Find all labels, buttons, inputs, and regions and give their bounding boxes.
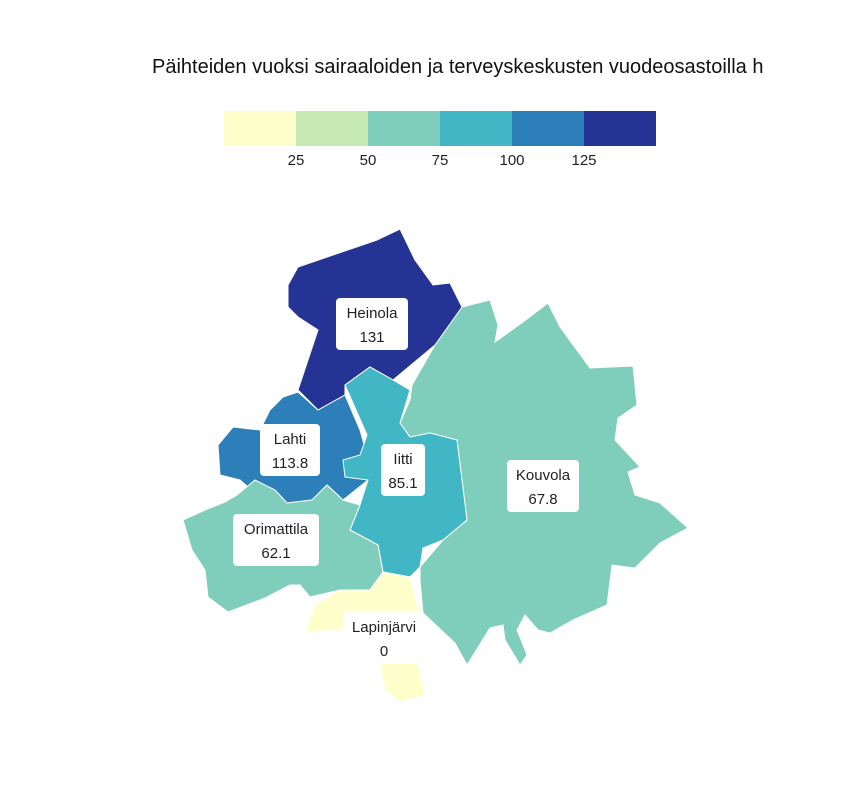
legend-swatch bbox=[296, 111, 368, 146]
legend-swatch bbox=[368, 111, 440, 146]
region-value: 0 bbox=[380, 643, 388, 660]
legend-swatch bbox=[512, 111, 584, 146]
legend-tick-label: 75 bbox=[431, 152, 449, 169]
label-box bbox=[381, 444, 425, 496]
region-name: Iitti bbox=[393, 451, 412, 468]
region-name: Lahti bbox=[274, 431, 307, 448]
region-label-kouvola: Kouvola 67.8 bbox=[507, 460, 579, 512]
region-name: Orimattila bbox=[244, 521, 309, 538]
label-box bbox=[233, 514, 319, 566]
color-legend: 25 50 75 100 125 bbox=[224, 111, 656, 170]
map-title: Päihteiden vuoksi sairaaloiden ja tervey… bbox=[152, 56, 764, 78]
legend-swatch bbox=[584, 111, 656, 146]
region-label-lahti: Lahti 113.8 bbox=[260, 424, 320, 476]
region-name: Heinola bbox=[347, 305, 399, 322]
label-box bbox=[343, 612, 425, 664]
region-value: 113.8 bbox=[272, 455, 308, 472]
region-value: 131 bbox=[359, 329, 384, 346]
legend-tick-label: 25 bbox=[287, 152, 305, 169]
legend-tick-label: 50 bbox=[359, 152, 377, 169]
region-label-iitti: Iitti 85.1 bbox=[381, 444, 425, 496]
legend-swatch bbox=[224, 111, 296, 146]
region-label-lapinjarvi: Lapinjärvi 0 bbox=[343, 612, 425, 664]
legend-swatch bbox=[440, 111, 512, 146]
region-label-heinola: Heinola 131 bbox=[336, 298, 408, 350]
legend-tick-label: 100 bbox=[499, 152, 525, 169]
label-box bbox=[507, 460, 579, 512]
region-name: Kouvola bbox=[516, 467, 571, 484]
label-box bbox=[336, 298, 408, 350]
legend-bar bbox=[224, 111, 656, 146]
legend-tick-label: 125 bbox=[571, 152, 597, 169]
legend-ticks: 25 50 75 100 125 bbox=[224, 146, 656, 170]
region-name: Lapinjärvi bbox=[352, 619, 416, 636]
region-value: 85.1 bbox=[388, 475, 417, 492]
region-value: 62.1 bbox=[261, 545, 290, 562]
region-label-orimattila: Orimattila 62.1 bbox=[233, 514, 319, 566]
region-value: 67.8 bbox=[528, 491, 557, 508]
label-box bbox=[260, 424, 320, 476]
